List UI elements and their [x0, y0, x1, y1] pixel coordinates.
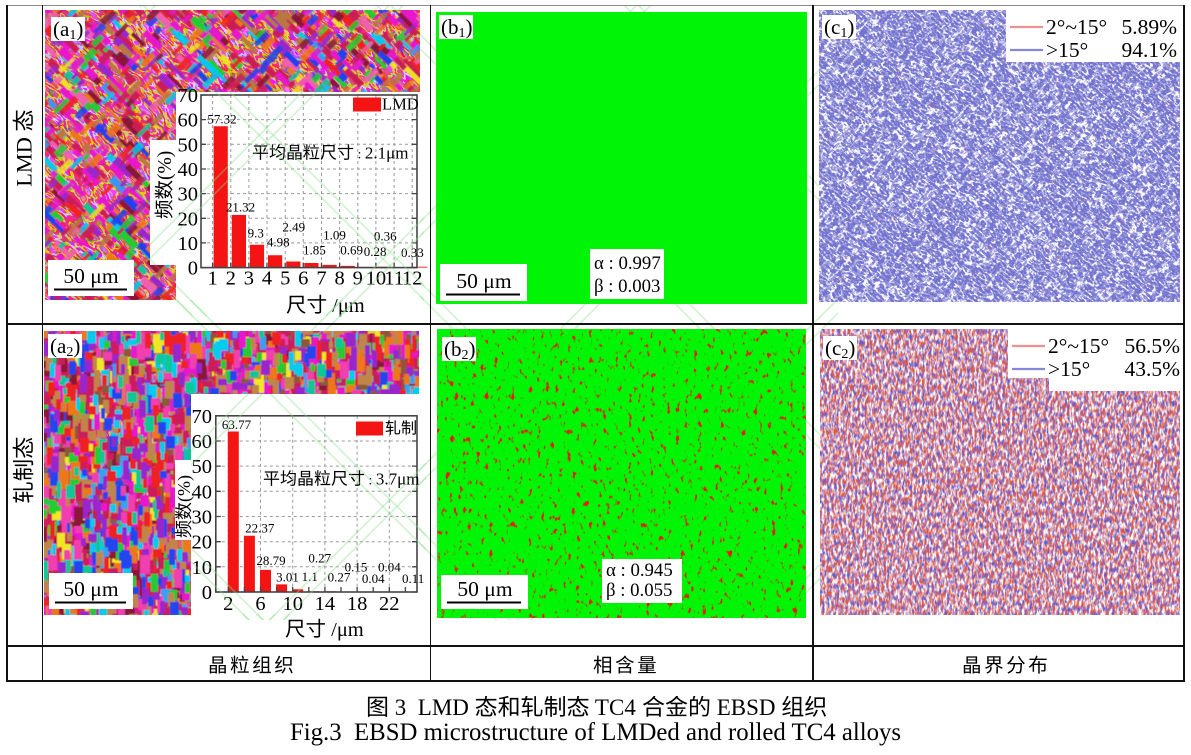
svg-text:40: 40 [192, 481, 213, 503]
svg-text:60: 60 [178, 110, 199, 132]
svg-text::: : [354, 148, 365, 163]
svg-text:0.27: 0.27 [328, 570, 351, 585]
svg-text:(c1): (c1) [824, 15, 854, 41]
svg-text:5.89%: 5.89% [1121, 15, 1177, 39]
svg-text:10: 10 [366, 268, 387, 290]
svg-text:0.27: 0.27 [308, 551, 331, 566]
svg-text:(b1): (b1) [441, 15, 473, 41]
svg-text:(c2): (c2) [825, 336, 855, 362]
svg-text:28.79: 28.79 [256, 553, 285, 568]
svg-text:>15°: >15° [1046, 38, 1088, 62]
svg-text:0.15: 0.15 [345, 560, 368, 575]
svg-text:9.3: 9.3 [248, 226, 264, 241]
svg-text:3.7μm: 3.7μm [376, 470, 420, 489]
svg-text:2°~15°: 2°~15° [1046, 15, 1107, 39]
svg-text:12: 12 [402, 268, 423, 290]
svg-text:57.32: 57.32 [207, 112, 236, 127]
svg-text:>15°: >15° [1048, 357, 1090, 378]
svg-text:EBSD: EBSD [711, 696, 781, 720]
svg-text:α : 0.997: α : 0.997 [594, 253, 661, 274]
svg-text:50 μm: 50 μm [457, 577, 512, 601]
svg-text:9: 9 [353, 268, 363, 290]
svg-text:8: 8 [334, 268, 344, 290]
svg-text:30: 30 [192, 507, 213, 529]
svg-text:22: 22 [379, 593, 400, 615]
svg-text:β : 0.003: β : 0.003 [594, 276, 660, 297]
svg-text:0: 0 [202, 582, 212, 604]
svg-text:2: 2 [226, 268, 236, 290]
svg-text:(%): (%) [155, 151, 176, 180]
svg-text:1.1: 1.1 [302, 569, 318, 584]
svg-text::: : [365, 474, 376, 489]
svg-text:11: 11 [384, 268, 404, 290]
svg-text:1: 1 [207, 268, 217, 290]
svg-text:α : 0.945: α : 0.945 [606, 560, 673, 581]
svg-text:3: 3 [244, 268, 254, 290]
svg-text:6: 6 [298, 268, 308, 290]
svg-text:56.5%: 56.5% [1124, 334, 1180, 358]
svg-text:0.69: 0.69 [340, 242, 363, 257]
svg-text:50 μm: 50 μm [63, 264, 118, 288]
svg-text:10: 10 [178, 233, 199, 255]
svg-text:40: 40 [178, 159, 199, 181]
svg-text:14: 14 [315, 593, 336, 615]
svg-text:20: 20 [192, 532, 213, 554]
svg-text:β : 0.055: β : 0.055 [606, 580, 672, 601]
svg-text:LMD: LMD [382, 95, 419, 114]
svg-text:0.28: 0.28 [364, 244, 387, 259]
svg-text:3.01: 3.01 [276, 570, 299, 585]
svg-text:21.32: 21.32 [226, 200, 255, 215]
svg-text:0.33: 0.33 [401, 245, 424, 260]
svg-text:18: 18 [347, 593, 368, 615]
svg-text:10: 10 [192, 557, 213, 579]
svg-text:/μm: /μm [327, 295, 365, 317]
svg-text:22.37: 22.37 [245, 521, 275, 536]
svg-text:2.49: 2.49 [282, 220, 305, 235]
svg-text:0.11: 0.11 [402, 571, 424, 586]
svg-text:50 μm: 50 μm [456, 269, 511, 293]
svg-text:3: 3 [389, 696, 418, 720]
svg-text:43.5%: 43.5% [1124, 357, 1180, 378]
svg-text:0.04: 0.04 [362, 571, 385, 586]
svg-text:50: 50 [178, 134, 199, 156]
svg-text:2.1μm: 2.1μm [365, 144, 409, 163]
svg-text:4.98: 4.98 [267, 235, 290, 250]
svg-text:70: 70 [178, 85, 199, 107]
svg-text:2°~15°: 2°~15° [1048, 334, 1109, 358]
svg-text:(a1): (a1) [53, 17, 83, 43]
svg-text:/μm: /μm [326, 619, 364, 641]
svg-text:TC4: TC4 [589, 696, 641, 720]
svg-text:10: 10 [282, 593, 303, 615]
svg-text:63.77: 63.77 [222, 417, 252, 432]
svg-text:1.09: 1.09 [323, 227, 346, 242]
svg-text:(a2): (a2) [50, 334, 80, 360]
svg-text:2: 2 [223, 593, 233, 615]
svg-text:50: 50 [192, 456, 213, 478]
svg-text:LMD: LMD [418, 696, 475, 720]
svg-text:94.1%: 94.1% [1121, 38, 1177, 62]
svg-text:5: 5 [280, 268, 290, 290]
svg-text:60: 60 [192, 431, 213, 453]
svg-text:7: 7 [316, 268, 326, 290]
svg-text:(%): (%) [174, 475, 195, 502]
svg-text:50 μm: 50 μm [63, 577, 118, 601]
svg-text:30: 30 [178, 184, 199, 206]
svg-text:4: 4 [262, 268, 272, 290]
svg-text:0: 0 [188, 258, 198, 280]
svg-text:LMD: LMD [11, 132, 36, 187]
svg-text:6: 6 [255, 593, 265, 615]
svg-text:70: 70 [192, 406, 213, 428]
svg-text:1.85: 1.85 [303, 242, 326, 257]
svg-text:0.04: 0.04 [378, 560, 401, 575]
svg-text:20: 20 [178, 208, 199, 230]
svg-text:(b2): (b2) [444, 337, 476, 363]
svg-text:0.36: 0.36 [374, 228, 397, 243]
